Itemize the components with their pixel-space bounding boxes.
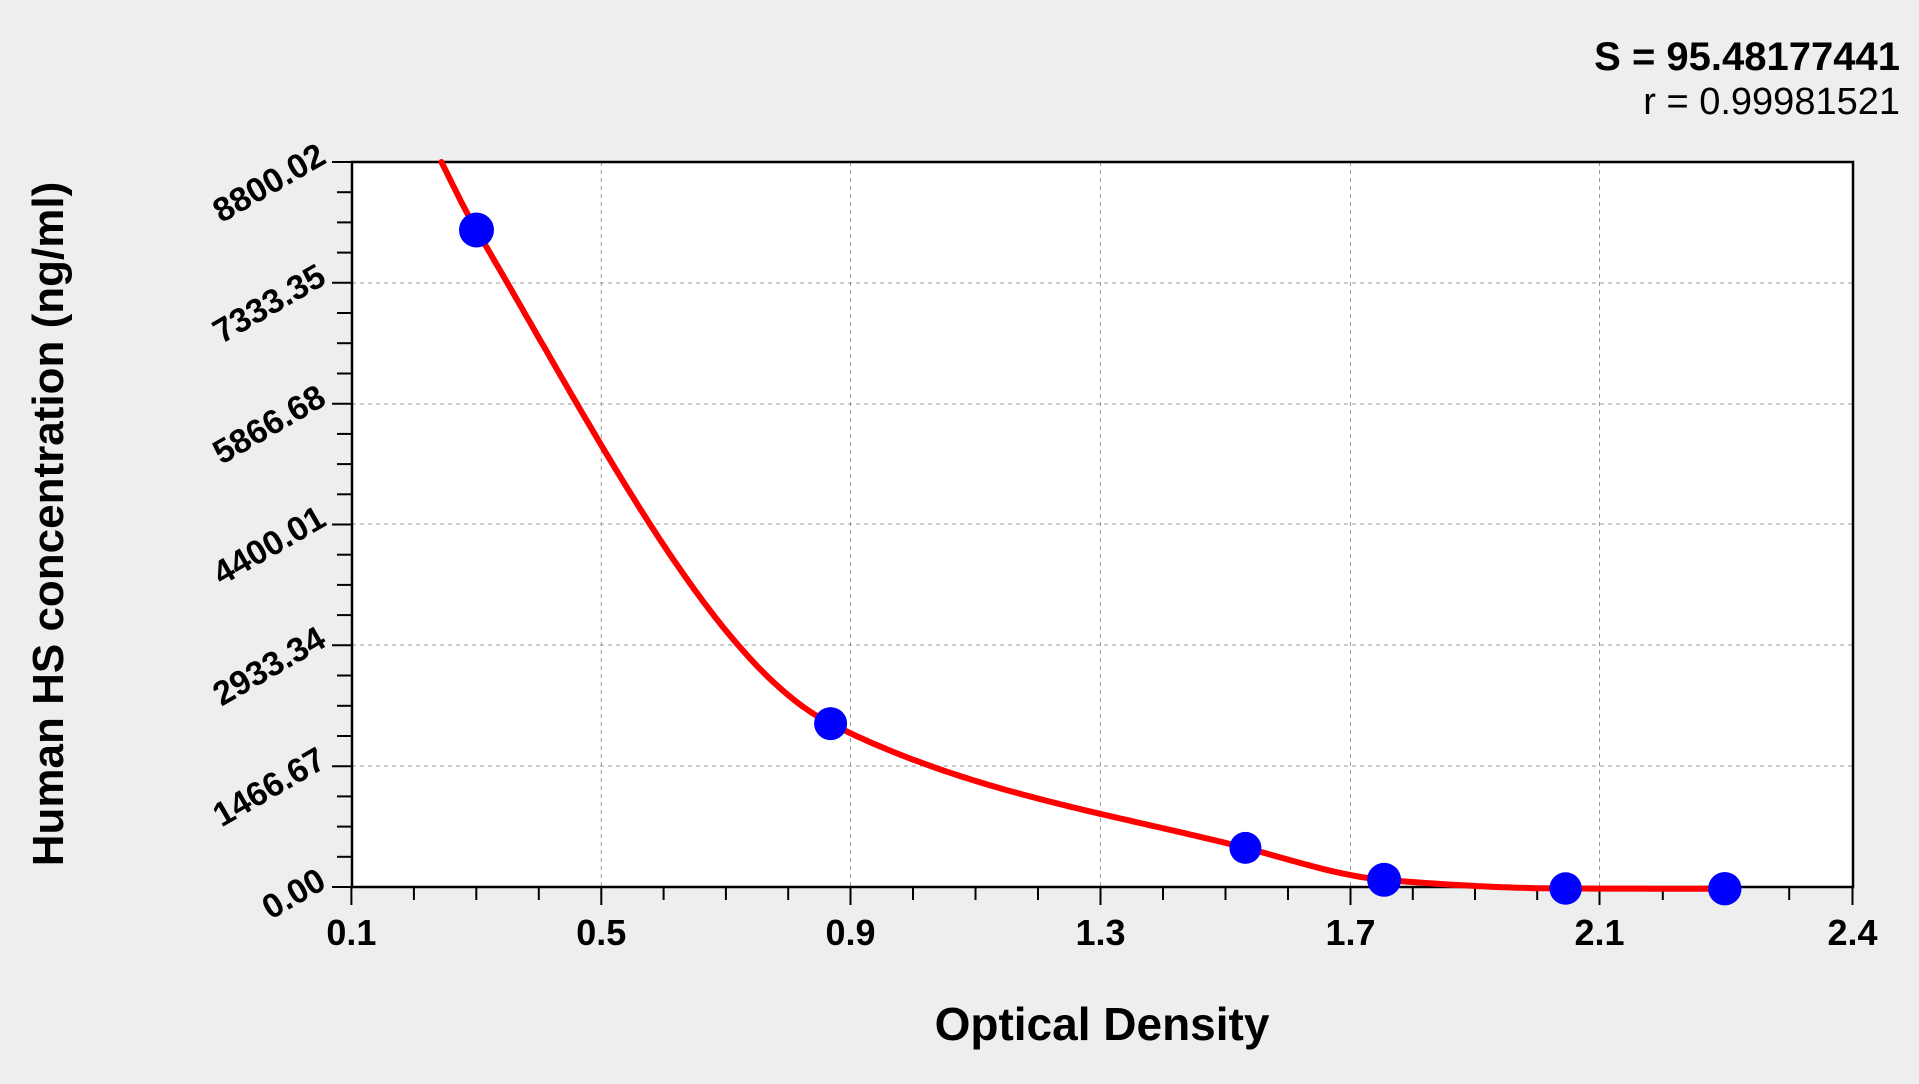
svg-text:2.1: 2.1 bbox=[1574, 912, 1624, 953]
svg-text:0.9: 0.9 bbox=[825, 912, 875, 953]
svg-text:1.7: 1.7 bbox=[1325, 912, 1375, 953]
svg-text:S = 95.48177441: S = 95.48177441 bbox=[1594, 35, 1900, 79]
svg-text:Optical Density: Optical Density bbox=[935, 998, 1270, 1050]
svg-text:0.5: 0.5 bbox=[576, 912, 626, 953]
svg-text:0.1: 0.1 bbox=[326, 912, 376, 953]
svg-text:1.3: 1.3 bbox=[1075, 912, 1125, 953]
svg-text:r = 0.99981521: r = 0.99981521 bbox=[1643, 81, 1900, 123]
svg-text:Human HS concentration (ng/ml): Human HS concentration (ng/ml) bbox=[24, 182, 73, 866]
svg-text:2.4: 2.4 bbox=[1827, 912, 1877, 953]
